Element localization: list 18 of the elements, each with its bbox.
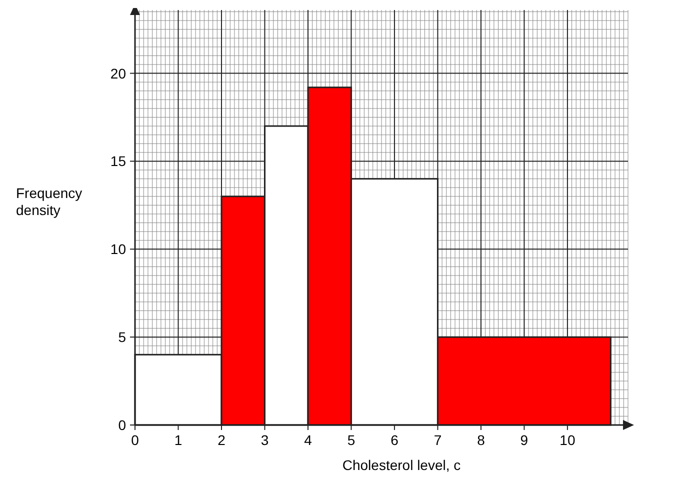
- x-axis-title: Cholesterol level, c: [342, 457, 461, 473]
- x-tick-label: 9: [520, 432, 528, 448]
- x-tick-label: 4: [304, 432, 312, 448]
- x-tick-label: 8: [477, 432, 486, 448]
- y-tick-label: 0: [118, 417, 126, 433]
- y-tick-label: 20: [110, 65, 126, 82]
- x-tick-label: 6: [390, 432, 399, 448]
- x-tick-label: 7: [434, 432, 442, 448]
- x-tick-label: 3: [260, 432, 269, 448]
- x-tick-label: 1: [174, 432, 182, 448]
- y-tick-label: 15: [110, 153, 126, 170]
- x-tick-label: 2: [218, 432, 226, 448]
- y-axis-title: Frequency density: [16, 185, 82, 218]
- x-tick-label: 5: [347, 432, 356, 448]
- x-tick-label: 10: [560, 432, 576, 448]
- y-tick-label: 5: [118, 329, 126, 346]
- y-tick-label: 10: [110, 241, 126, 258]
- x-tick-label: 0: [131, 432, 140, 448]
